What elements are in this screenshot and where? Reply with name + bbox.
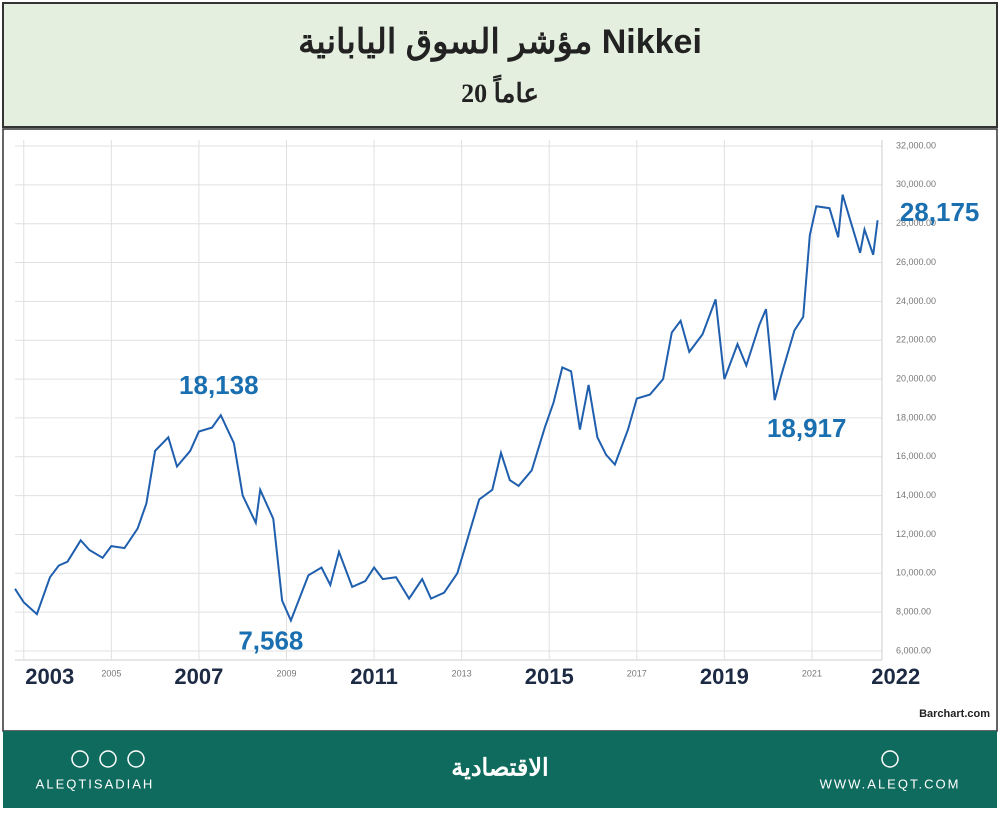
y-tick-label: 26,000.00: [896, 257, 936, 267]
y-tick-label: 24,000.00: [896, 296, 936, 306]
y-tick-label: 6,000.00: [896, 645, 931, 655]
title: مؤشر السوق اليابانية Nikkei: [298, 23, 702, 62]
x-tick-label: 2015: [525, 664, 574, 689]
chart-frame: [2, 128, 998, 732]
x-tick-label: 2009: [276, 668, 296, 678]
header-box: [2, 2, 998, 128]
y-tick-label: 30,000.00: [896, 179, 936, 189]
y-tick-label: 12,000.00: [896, 529, 936, 539]
x-tick-label: 2013: [452, 668, 472, 678]
line: [14, 194, 879, 624]
footer: [3, 731, 997, 808]
y-tick-label: 8,000.00: [896, 607, 931, 617]
y-tick-label: 20,000.00: [896, 373, 936, 383]
footer-handle: ALEQTISADIAH: [36, 776, 155, 791]
y-tick-label: 22,000.00: [896, 335, 936, 345]
social-icons: [71, 750, 899, 768]
footer-brand: الاقتصادية: [451, 754, 548, 781]
subtitle: 20 عاماً: [461, 73, 539, 108]
y-tick-label: 18,000.00: [896, 412, 936, 422]
annotation: 7,568: [238, 625, 303, 655]
y-tick-label: 16,000.00: [896, 451, 936, 461]
annotation: 28,175: [900, 197, 980, 227]
x-tick-label: 2007: [174, 664, 223, 689]
y-tick-label: 14,000.00: [896, 490, 936, 500]
annotation: 18,917: [767, 413, 847, 443]
annotation: 18,138: [179, 370, 259, 400]
footer-site: WWW.ALEQT.COM: [820, 776, 961, 791]
x-tick-label: 2022: [871, 664, 920, 689]
x-tick-label: 2003: [25, 664, 74, 689]
y-tick-label: 28,000.00: [896, 218, 936, 228]
x-tick-label: 2019: [700, 664, 749, 689]
x-tick-label: 2011: [350, 664, 398, 689]
x-tick-label: 2017: [627, 668, 647, 678]
y-tick-label: 10,000.00: [896, 568, 936, 578]
source: Barchart.com: [919, 708, 990, 720]
y-tick-label: 32,000.00: [896, 140, 936, 150]
x-tick-label: 2021: [802, 668, 822, 678]
x-tick-label: 2005: [101, 668, 121, 678]
